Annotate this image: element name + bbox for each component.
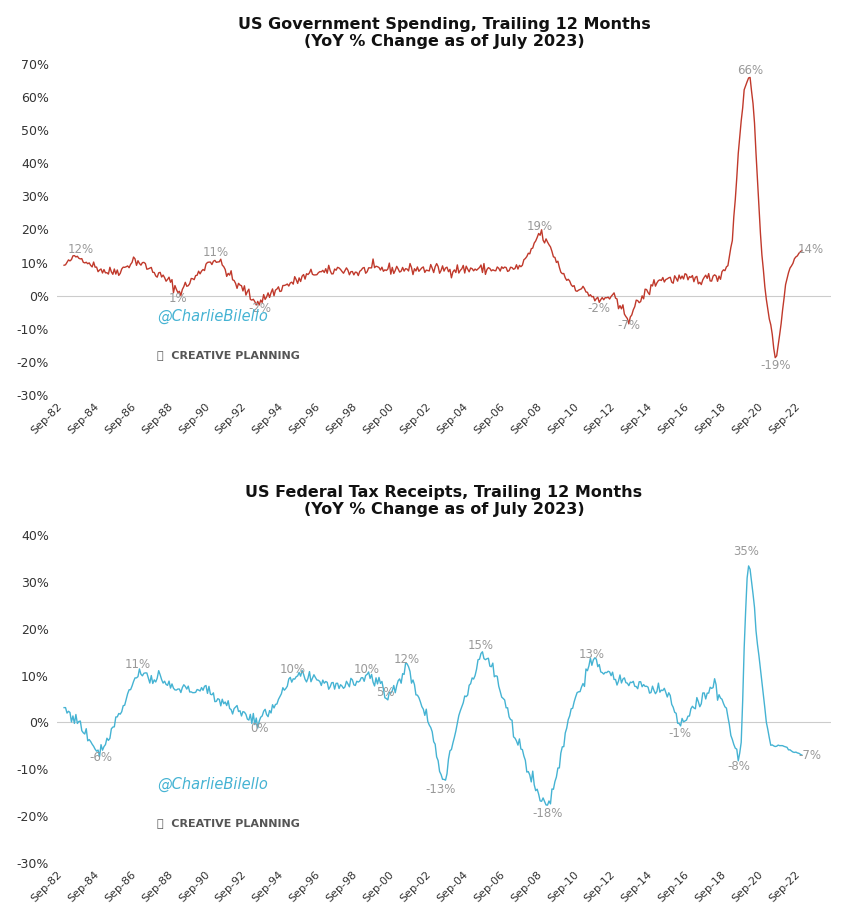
Text: 12%: 12% <box>68 243 94 256</box>
Text: @CharlieBilello: @CharlieBilello <box>158 309 268 324</box>
Text: 14%: 14% <box>798 243 824 256</box>
Text: -7%: -7% <box>798 749 821 762</box>
Title: US Government Spending, Trailing 12 Months
(YoY % Change as of July 2023): US Government Spending, Trailing 12 Mont… <box>237 17 650 49</box>
Text: Ⓒ  CREATIVE PLANNING: Ⓒ CREATIVE PLANNING <box>158 818 300 828</box>
Text: 66%: 66% <box>737 64 763 77</box>
Text: 10%: 10% <box>354 662 380 675</box>
Text: 11%: 11% <box>202 246 228 260</box>
Text: 11%: 11% <box>125 658 151 670</box>
Text: -2%: -2% <box>248 302 271 315</box>
Text: Ⓒ  CREATIVE PLANNING: Ⓒ CREATIVE PLANNING <box>158 350 300 359</box>
Text: @CharlieBilello: @CharlieBilello <box>158 777 268 792</box>
Text: -2%: -2% <box>588 302 611 315</box>
Text: -13%: -13% <box>425 784 455 797</box>
Text: 12%: 12% <box>394 653 420 666</box>
Text: 0%: 0% <box>250 722 269 736</box>
Text: 13%: 13% <box>578 648 605 661</box>
Text: 35%: 35% <box>734 545 760 558</box>
Text: -19%: -19% <box>761 358 791 372</box>
Text: -1%: -1% <box>668 728 692 740</box>
Text: 1%: 1% <box>169 292 187 306</box>
Text: -18%: -18% <box>532 807 562 820</box>
Text: 10%: 10% <box>280 662 306 675</box>
Text: -7%: -7% <box>617 319 640 332</box>
Text: 5%: 5% <box>376 686 394 699</box>
Text: -8%: -8% <box>728 760 750 773</box>
Text: 19%: 19% <box>527 220 553 233</box>
Title: US Federal Tax Receipts, Trailing 12 Months
(YoY % Change as of July 2023): US Federal Tax Receipts, Trailing 12 Mon… <box>245 484 643 518</box>
Text: -6%: -6% <box>89 751 113 764</box>
Text: 15%: 15% <box>468 639 494 652</box>
